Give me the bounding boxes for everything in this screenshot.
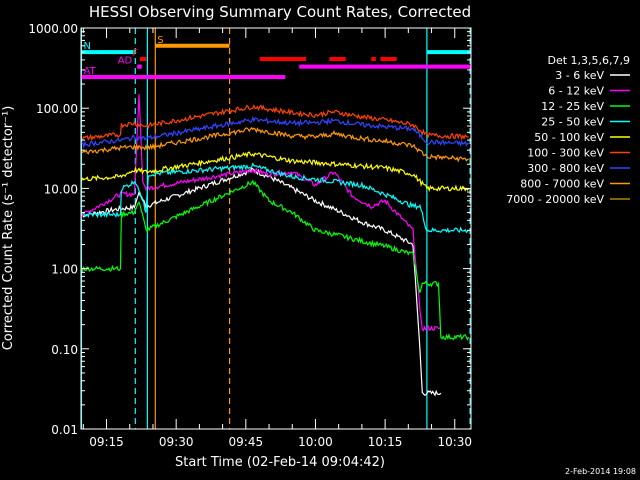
y-axis-label: Corrected Count Rate (s⁻¹ detector⁻¹) <box>1 106 16 351</box>
y-axis: 1000.00 100.00 10.00 1.00 0.10 0.01 <box>28 22 471 437</box>
series-line-2 <box>80 179 470 341</box>
x-tick-label: 10:30 <box>437 435 472 449</box>
y-tick-label: 1000.00 <box>28 22 78 36</box>
flag-label-n: N <box>83 41 90 52</box>
y-tick-label: 1.00 <box>51 263 78 277</box>
footer-date: 2-Feb-2014 19:08 <box>565 467 636 476</box>
flag-label-s: S <box>157 35 163 46</box>
flag-bars: S N FAD AT <box>81 35 471 79</box>
legend-entry-label: 25 - 50 keV <box>541 116 604 129</box>
y-tick-label: 100.00 <box>36 102 78 116</box>
series-line-5 <box>81 103 469 142</box>
x-tick-label: 10:00 <box>298 435 333 449</box>
legend-entry-label: 50 - 100 keV <box>534 131 604 144</box>
series-line-7 <box>81 126 469 163</box>
legend-entry-label: 12 - 25 keV <box>541 100 604 113</box>
x-axis-label: Start Time (02-Feb-14 09:04:42) <box>175 455 385 470</box>
x-axis: 09:15 09:30 09:45 10:00 10:15 10:30 <box>82 28 472 449</box>
y-tick-label: 0.10 <box>51 343 78 357</box>
flag-label-ad: AD <box>118 56 133 67</box>
y-tick-label: 0.01 <box>51 423 78 437</box>
legend-entry-label: 6 - 12 keV <box>548 85 604 98</box>
plot-frame <box>80 27 472 430</box>
y-tick-label: 10.00 <box>44 182 78 196</box>
legend-entry-label: 3 - 6 keV <box>555 69 604 82</box>
x-tick-label: 09:15 <box>89 435 124 449</box>
legend: Det 1,3,5,6,7,9 3 - 6 keV 6 - 12 keV 12 - … <box>506 54 630 206</box>
x-tick-label: 10:15 <box>368 435 403 449</box>
series-line-6 <box>81 115 469 150</box>
flag-label-at: AT <box>83 66 96 77</box>
series-line-4 <box>80 151 470 193</box>
legend-entry-label: 300 - 800 keV <box>527 162 604 175</box>
series-line-3 <box>81 162 470 234</box>
x-tick-label: 09:45 <box>229 435 264 449</box>
legend-title: Det 1,3,5,6,7,9 <box>547 54 630 67</box>
x-tick-label: 09:30 <box>159 435 194 449</box>
legend-entry-label: 100 - 300 keV <box>527 147 604 160</box>
legend-entry-label: 7000 - 20000 keV <box>506 193 604 206</box>
vertical-markers <box>80 28 471 429</box>
series-line-1 <box>80 94 441 332</box>
series-lines <box>80 94 470 397</box>
chart-title: HESSI Observing Summary Count Rates, Cor… <box>89 3 471 21</box>
flag-label-f: F <box>132 48 138 59</box>
legend-entry-label: 800 - 7000 keV <box>520 178 604 191</box>
